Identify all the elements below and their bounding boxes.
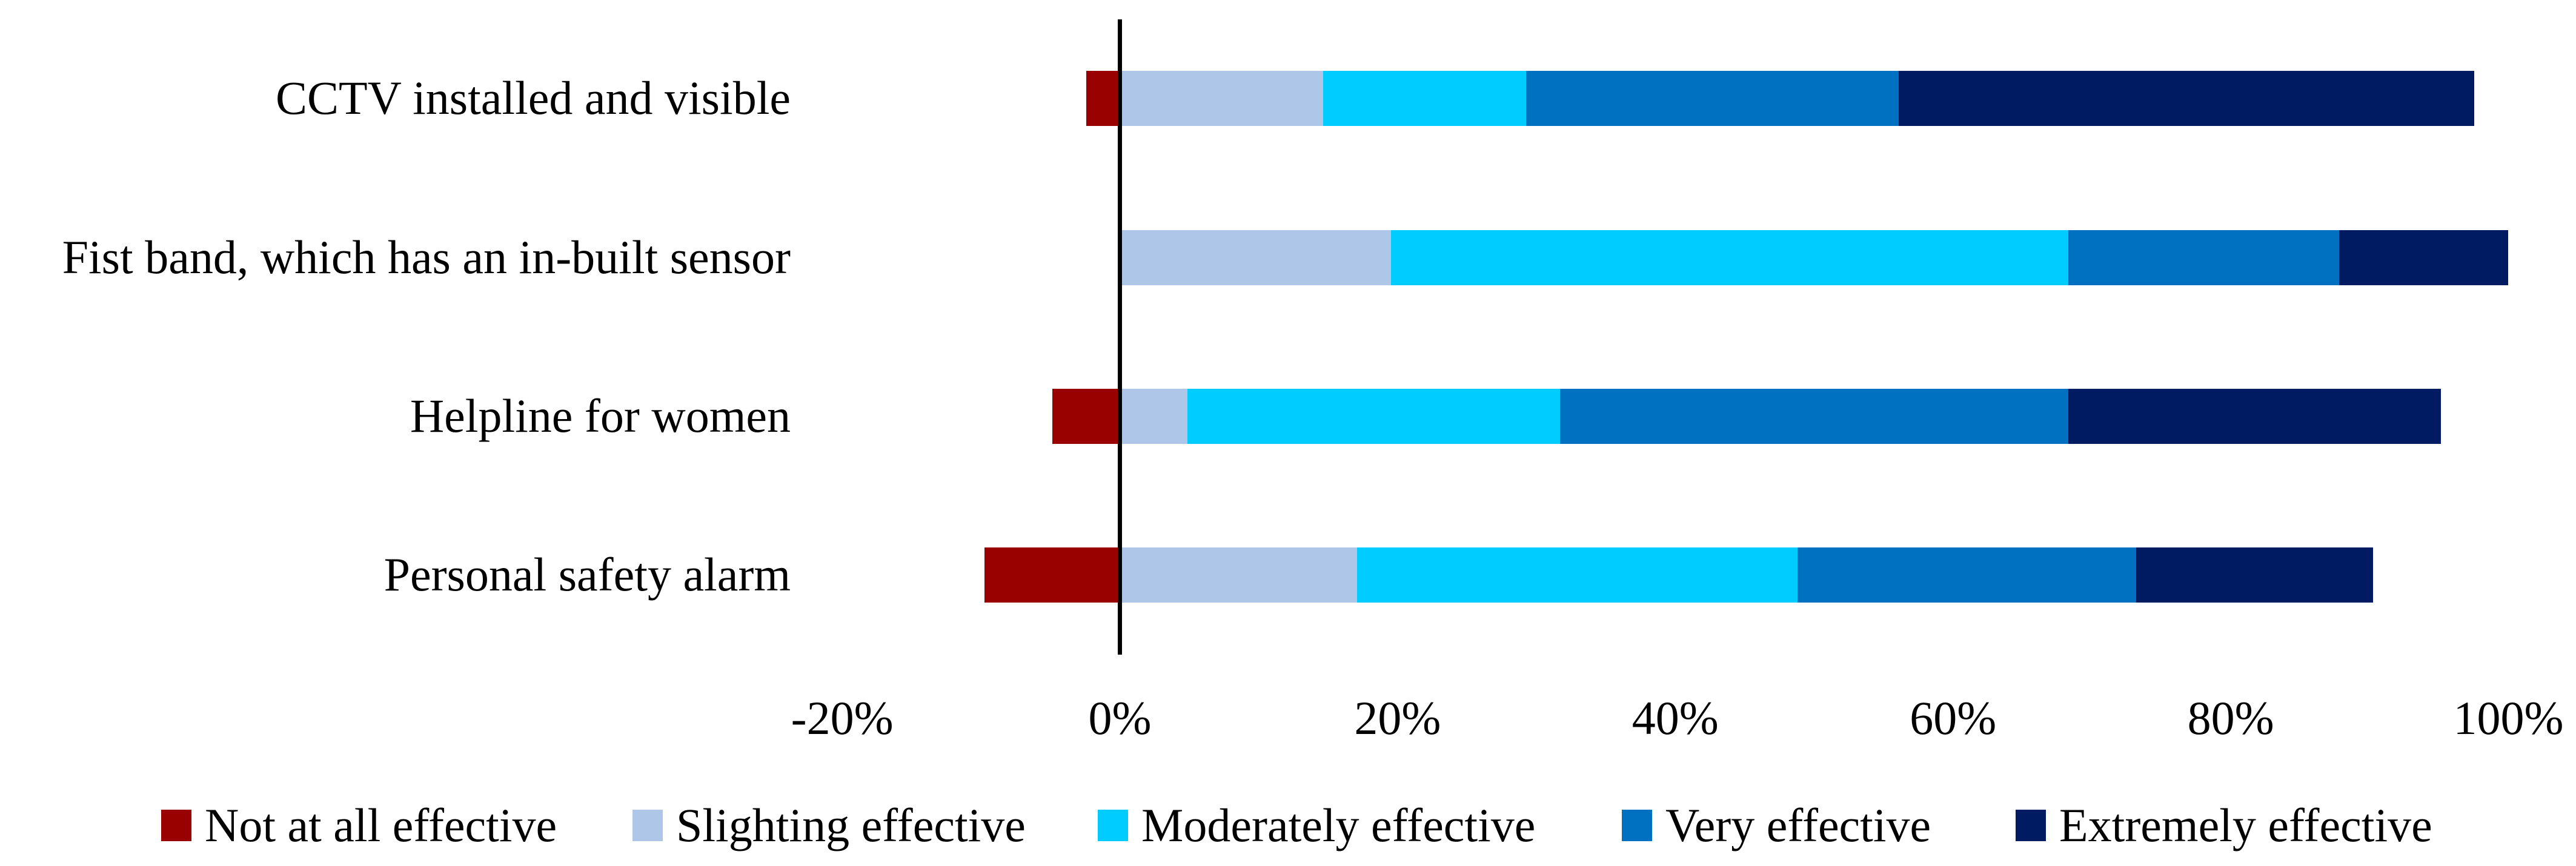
legend-swatch-slighting-effective-icon — [632, 810, 663, 841]
bar-segment-extremely-effective — [2339, 230, 2509, 285]
x-tick-label-20: -20% — [791, 692, 894, 744]
x-tick-label-0: 0% — [1088, 692, 1152, 744]
legend-item-very-effective: Very effective — [1622, 802, 1931, 849]
category-label-helpline-for-women: Helpline for women — [410, 389, 791, 442]
bar-segment-slighting-effective — [1120, 547, 1357, 603]
x-tick-label-60: 60% — [1910, 692, 1997, 744]
legend-label-moderately-effective: Moderately effective — [1141, 799, 1536, 851]
legend-item-slighting-effective: Slighting effective — [632, 802, 1026, 849]
x-tick-label-100: 100% — [2453, 692, 2564, 744]
category-label-personal-safety-alarm: Personal safety alarm — [383, 548, 791, 601]
bar-segment-moderately-effective — [1187, 388, 1561, 444]
legend-label-extremely-effective: Extremely effective — [2059, 799, 2432, 851]
bar-segment-very-effective — [1560, 388, 2068, 444]
bar-segment-very-effective — [1797, 547, 2136, 603]
x-tick-label-40: 40% — [1632, 692, 1719, 744]
legend-swatch-not-at-all-effective-icon — [161, 810, 191, 841]
legend-label-not-at-all-effective: Not at all effective — [205, 799, 557, 851]
bar-segment-extremely-effective — [2068, 388, 2441, 444]
legend-label-slighting-effective: Slighting effective — [676, 799, 1026, 851]
bar-segment-slighting-effective — [1120, 388, 1188, 444]
bar-segment-slighting-effective — [1120, 230, 1391, 285]
bar-segment-moderately-effective — [1390, 230, 2068, 285]
bar-segment-slighting-effective — [1120, 70, 1323, 126]
legend-swatch-extremely-effective-icon — [2016, 810, 2046, 841]
bar-segment-moderately-effective — [1356, 547, 1798, 603]
legend-item-not-at-all-effective: Not at all effective — [161, 802, 557, 849]
bar-segment-not-at-all-effective — [984, 547, 1120, 603]
zero-axis-line — [1118, 19, 1122, 655]
bar-segment-not-at-all-effective — [1086, 70, 1120, 126]
legend-label-very-effective: Very effective — [1665, 799, 1931, 851]
x-tick-label-20: 20% — [1354, 692, 1441, 744]
legend-item-moderately-effective: Moderately effective — [1098, 802, 1535, 849]
bar-segment-extremely-effective — [2136, 547, 2373, 603]
legend-item-extremely-effective: Extremely effective — [2016, 802, 2432, 849]
legend-swatch-very-effective-icon — [1622, 810, 1652, 841]
legend-swatch-moderately-effective-icon — [1098, 810, 1128, 841]
x-tick-label-80: 80% — [2187, 692, 2274, 744]
bar-segment-very-effective — [2068, 230, 2339, 285]
bar-segment-very-effective — [1526, 70, 1899, 126]
bar-segment-extremely-effective — [1899, 70, 2475, 126]
bar-segment-moderately-effective — [1323, 70, 1527, 126]
category-label-cctv-installed-and-visible: CCTV installed and visible — [275, 71, 791, 124]
category-label-fist-band-which-has-an-in-built-sensor: Fist band, which has an in-built sensor — [62, 231, 791, 283]
bar-segment-not-at-all-effective — [1052, 388, 1120, 444]
